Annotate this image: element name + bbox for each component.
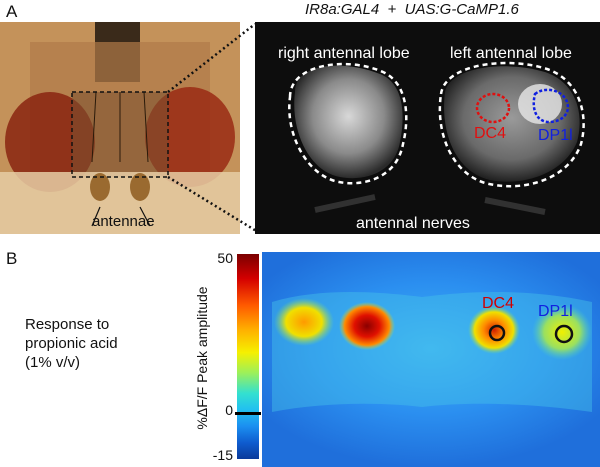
dp1l-label-a: DP1l <box>538 127 573 144</box>
response-line-2: propionic acid <box>25 335 118 352</box>
colorbar-tick-min: -15 <box>212 447 233 463</box>
colorbar-tick-max: 50 <box>217 250 233 266</box>
fluorescence-image <box>255 22 600 234</box>
antennae-label: antennae <box>92 213 155 230</box>
colorbar-tick-zero: 0 <box>225 402 233 418</box>
colorbar <box>237 254 259 459</box>
response-line-1: Response to <box>25 316 110 333</box>
heatmap-image <box>262 252 600 467</box>
dc4-label-a: DC4 <box>474 125 507 142</box>
heatmap-illustration <box>272 292 592 412</box>
panel-a-letter: A <box>6 2 18 21</box>
antennal-lobes-illustration <box>288 61 585 215</box>
left-lobe-label: left antennal lobe <box>450 45 572 62</box>
nerves-label: antennal nerves <box>356 215 470 232</box>
colorbar-label: %ΔF/F Peak amplitude <box>194 286 210 430</box>
fly-head-photo <box>0 22 240 234</box>
dp1l-label-b: DP1l <box>538 303 573 320</box>
response-line-3: (1% v/v) <box>25 354 81 371</box>
genotype-title: IR8a:GAL4 + UAS:G-CaMP1.6 <box>305 1 519 18</box>
fly-head-illustration <box>0 22 240 234</box>
colorbar-zero-mark <box>235 412 261 415</box>
dc4-label-b: DC4 <box>482 295 515 312</box>
panel-b-letter: B <box>6 249 18 268</box>
zoom-lines <box>167 23 259 234</box>
right-lobe-label: right antennal lobe <box>278 45 410 62</box>
